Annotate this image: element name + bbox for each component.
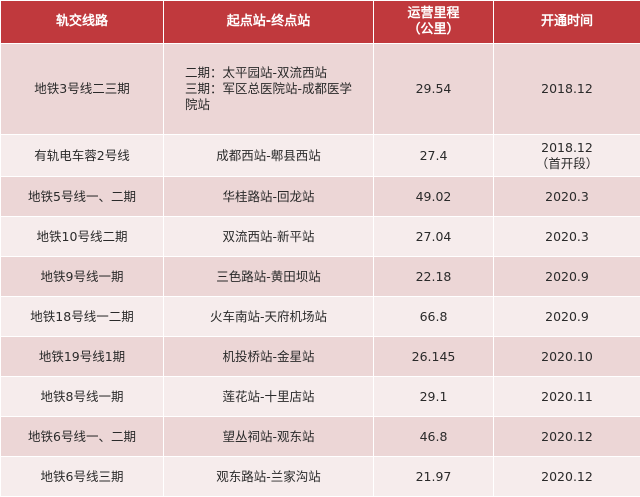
cell-route: 火车南站-天府机场站 <box>163 296 374 338</box>
cell-route: 机投桥站-金星站 <box>163 336 374 378</box>
cell-opening: 2020.3 <box>493 216 640 258</box>
header-row: 轨交线路 起点站-终点站 运营里程 （公里） 开通时间 <box>0 0 640 44</box>
cell-opening: 2020.10 <box>493 336 640 378</box>
cell-line: 地铁8号线一期 <box>0 376 164 418</box>
cell-km: 29.54 <box>373 42 494 136</box>
cell-route: 二期：太平园站-双流西站 三期：军区总医院站-成都医学 院站 <box>163 42 374 136</box>
table-row: 地铁5号线一、二期 华桂路站-回龙站 49.02 2020.3 <box>0 176 640 218</box>
cell-route: 成都西站-郫县西站 <box>163 134 374 178</box>
cell-km: 29.1 <box>373 376 494 418</box>
table-row: 地铁19号线1期 机投桥站-金星站 26.145 2020.10 <box>0 336 640 378</box>
table-row: 有轨电车蓉2号线 成都西站-郫县西站 27.4 2018.12 （首开段） <box>0 134 640 178</box>
cell-opening: 2020.9 <box>493 296 640 338</box>
cell-route: 观东路站-兰家沟站 <box>163 456 374 497</box>
cell-line: 地铁3号线二三期 <box>0 42 164 136</box>
table-row: 地铁3号线二三期 二期：太平园站-双流西站 三期：军区总医院站-成都医学 院站 … <box>0 42 640 136</box>
cell-line: 地铁19号线1期 <box>0 336 164 378</box>
table-row: 地铁18号线一二期 火车南站-天府机场站 66.8 2020.9 <box>0 296 640 338</box>
cell-route: 望丛祠站-观东站 <box>163 416 374 457</box>
cell-opening: 2020.3 <box>493 176 640 218</box>
cell-km: 66.8 <box>373 296 494 338</box>
cell-route: 三色路站-黄田坝站 <box>163 256 374 298</box>
cell-opening: 2020.12 <box>493 416 640 457</box>
cell-route: 华桂路站-回龙站 <box>163 176 374 218</box>
header-opening: 开通时间 <box>493 0 640 44</box>
table-row: 地铁8号线一期 莲花站-十里店站 29.1 2020.11 <box>0 376 640 418</box>
cell-opening: 2020.12 <box>493 456 640 497</box>
table-row: 地铁9号线一期 三色路站-黄田坝站 22.18 2020.9 <box>0 256 640 298</box>
cell-opening: 2020.9 <box>493 256 640 298</box>
table-row: 地铁10号线二期 双流西站-新平站 27.04 2020.3 <box>0 216 640 258</box>
cell-line: 地铁10号线二期 <box>0 216 164 258</box>
cell-km: 46.8 <box>373 416 494 457</box>
cell-line: 地铁9号线一期 <box>0 256 164 298</box>
cell-line: 地铁6号线三期 <box>0 456 164 497</box>
cell-route: 双流西站-新平站 <box>163 216 374 258</box>
cell-opening: 2018.12 <box>493 42 640 136</box>
cell-km: 21.97 <box>373 456 494 497</box>
header-km: 运营里程 （公里） <box>373 0 494 44</box>
cell-km: 27.04 <box>373 216 494 258</box>
cell-line: 有轨电车蓉2号线 <box>0 134 164 178</box>
cell-opening: 2020.11 <box>493 376 640 418</box>
cell-opening: 2018.12 （首开段） <box>493 134 640 178</box>
cell-km: 26.145 <box>373 336 494 378</box>
cell-line: 地铁6号线一、二期 <box>0 416 164 457</box>
table-row: 地铁6号线一、二期 望丛祠站-观东站 46.8 2020.12 <box>0 416 640 457</box>
table-header: 轨交线路 起点站-终点站 运营里程 （公里） 开通时间 <box>0 0 640 44</box>
header-route: 起点站-终点站 <box>163 0 374 44</box>
cell-line: 地铁5号线一、二期 <box>0 176 164 218</box>
table-body: 地铁3号线二三期 二期：太平园站-双流西站 三期：军区总医院站-成都医学 院站 … <box>0 42 640 497</box>
cell-km: 49.02 <box>373 176 494 218</box>
cell-line: 地铁18号线一二期 <box>0 296 164 338</box>
table-row: 地铁6号线三期 观东路站-兰家沟站 21.97 2020.12 <box>0 456 640 497</box>
header-line: 轨交线路 <box>0 0 164 44</box>
cell-route: 莲花站-十里店站 <box>163 376 374 418</box>
cell-km: 22.18 <box>373 256 494 298</box>
cell-km: 27.4 <box>373 134 494 178</box>
